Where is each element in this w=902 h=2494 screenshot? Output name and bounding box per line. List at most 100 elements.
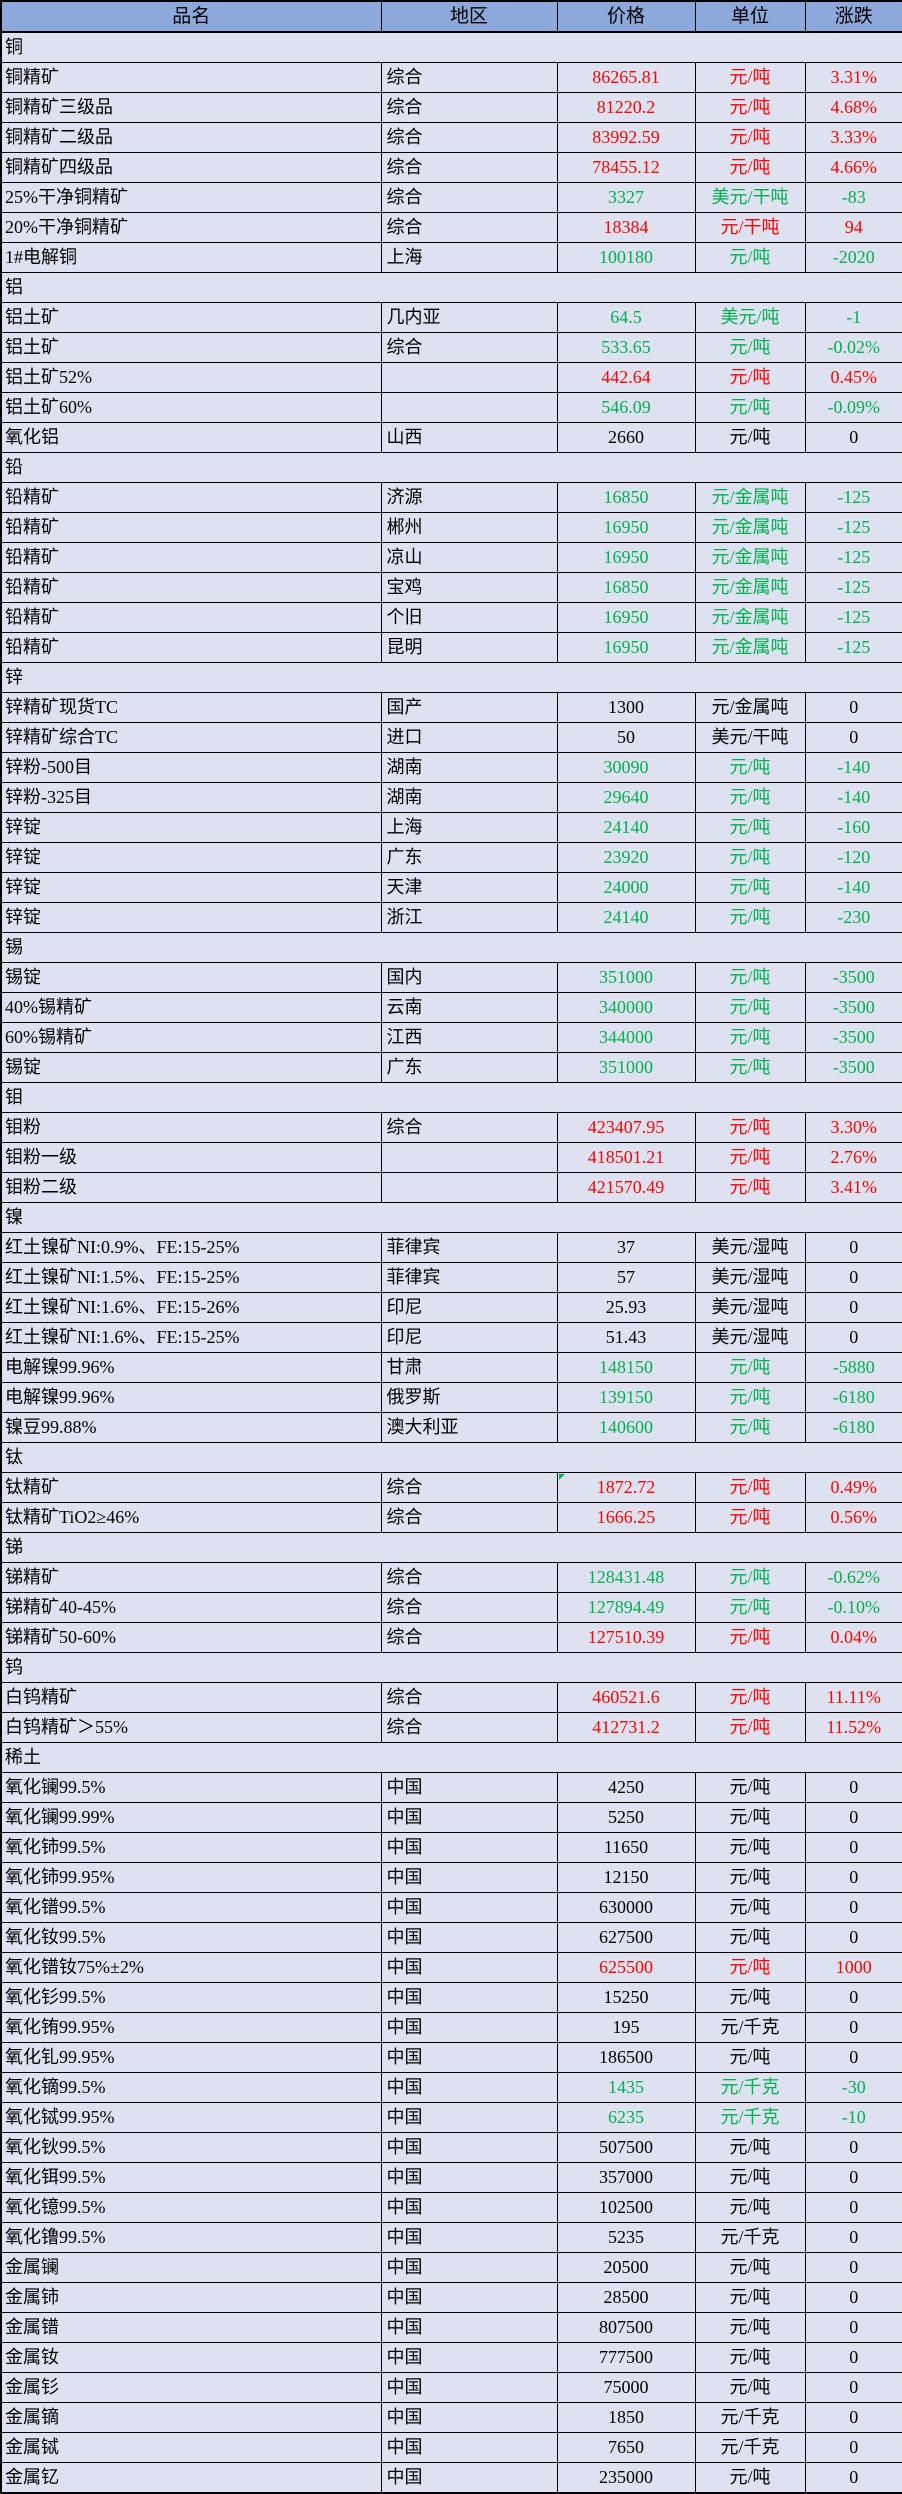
cell-change[interactable]: 4.66% bbox=[804, 152, 902, 183]
cell-price[interactable]: 235000 bbox=[556, 2462, 696, 2494]
cell-price[interactable]: 16950 bbox=[556, 632, 696, 663]
cell-change[interactable]: -0.02% bbox=[804, 332, 902, 363]
cell-unit[interactable]: 元/吨 bbox=[694, 902, 806, 933]
cell-region[interactable]: 中国 bbox=[380, 1802, 558, 1833]
cell-change[interactable]: 3.41% bbox=[804, 1172, 902, 1203]
cell-price[interactable]: 100180 bbox=[556, 242, 696, 273]
cell-change[interactable]: -1 bbox=[804, 302, 902, 333]
cell-region[interactable]: 天津 bbox=[380, 872, 558, 903]
cell-region[interactable]: 国内 bbox=[380, 962, 558, 993]
cell-region[interactable]: 综合 bbox=[380, 122, 558, 153]
cell-change[interactable]: 2.76% bbox=[804, 1142, 902, 1173]
cell-price[interactable]: 1666.25 bbox=[556, 1502, 696, 1533]
cell-price[interactable]: 344000 bbox=[556, 1022, 696, 1053]
cell-unit[interactable]: 元/吨 bbox=[694, 1622, 806, 1653]
cell-change[interactable]: -140 bbox=[804, 782, 902, 813]
cell-unit[interactable]: 元/吨 bbox=[694, 92, 806, 123]
cell-unit[interactable]: 元/千克 bbox=[694, 2102, 806, 2133]
cell-change[interactable]: 0 bbox=[804, 1832, 902, 1863]
cell-name[interactable]: 氧化铝 bbox=[0, 422, 382, 453]
cell-change[interactable]: 4.68% bbox=[804, 92, 902, 123]
cell-change[interactable]: -160 bbox=[804, 812, 902, 843]
cell-change[interactable]: -125 bbox=[804, 572, 902, 603]
cell-unit[interactable]: 元/吨 bbox=[694, 242, 806, 273]
cell-region[interactable] bbox=[380, 1142, 558, 1173]
cell-region[interactable]: 湖南 bbox=[380, 782, 558, 813]
section-label[interactable]: 钛 bbox=[0, 1442, 902, 1473]
cell-name[interactable]: 氧化镧99.99% bbox=[0, 1802, 382, 1833]
cell-name[interactable]: 铝土矿 bbox=[0, 302, 382, 333]
cell-region[interactable]: 广东 bbox=[380, 842, 558, 873]
cell-change[interactable]: -6180 bbox=[804, 1412, 902, 1443]
cell-name[interactable]: 氧化镧99.5% bbox=[0, 1772, 382, 1803]
col-header-unit[interactable]: 单位 bbox=[694, 0, 806, 33]
cell-region[interactable]: 上海 bbox=[380, 812, 558, 843]
cell-unit[interactable]: 元/吨 bbox=[694, 1922, 806, 1953]
cell-unit[interactable]: 元/吨 bbox=[694, 752, 806, 783]
cell-region[interactable]: 济源 bbox=[380, 482, 558, 513]
cell-change[interactable]: 11.11% bbox=[804, 1682, 902, 1713]
cell-price[interactable]: 11650 bbox=[556, 1832, 696, 1863]
cell-name[interactable]: 金属镨 bbox=[0, 2312, 382, 2343]
cell-price[interactable]: 412731.2 bbox=[556, 1712, 696, 1743]
cell-name[interactable]: 锌粉-500目 bbox=[0, 752, 382, 783]
cell-unit[interactable]: 元/吨 bbox=[694, 1772, 806, 1803]
cell-unit[interactable]: 元/吨 bbox=[694, 1502, 806, 1533]
cell-price[interactable]: 630000 bbox=[556, 1892, 696, 1923]
cell-change[interactable]: -3500 bbox=[804, 992, 902, 1023]
cell-unit[interactable]: 元/吨 bbox=[694, 782, 806, 813]
cell-unit[interactable]: 美元/干吨 bbox=[694, 182, 806, 213]
col-header-region[interactable]: 地区 bbox=[380, 0, 558, 33]
cell-region[interactable]: 综合 bbox=[380, 182, 558, 213]
cell-region[interactable]: 几内亚 bbox=[380, 302, 558, 333]
cell-price[interactable]: 1300 bbox=[556, 692, 696, 723]
cell-change[interactable]: -140 bbox=[804, 872, 902, 903]
cell-name[interactable]: 锑精矿 bbox=[0, 1562, 382, 1593]
cell-name[interactable]: 铅精矿 bbox=[0, 482, 382, 513]
cell-name[interactable]: 氧化镨钕75%±2% bbox=[0, 1952, 382, 1983]
cell-name[interactable]: 氧化镱99.5% bbox=[0, 2192, 382, 2223]
cell-price[interactable]: 30090 bbox=[556, 752, 696, 783]
cell-name[interactable]: 氧化铒99.5% bbox=[0, 2162, 382, 2193]
cell-change[interactable]: 0 bbox=[804, 1802, 902, 1833]
cell-unit[interactable]: 元/吨 bbox=[694, 1052, 806, 1083]
cell-change[interactable]: -125 bbox=[804, 512, 902, 543]
cell-name[interactable]: 镍豆99.88% bbox=[0, 1412, 382, 1443]
cell-unit[interactable]: 元/吨 bbox=[694, 2312, 806, 2343]
cell-change[interactable]: 3.31% bbox=[804, 62, 902, 93]
cell-change[interactable]: 0 bbox=[804, 1322, 902, 1353]
cell-unit[interactable]: 元/吨 bbox=[694, 2042, 806, 2073]
cell-unit[interactable]: 元/吨 bbox=[694, 1592, 806, 1623]
cell-unit[interactable]: 元/吨 bbox=[694, 1892, 806, 1923]
cell-price[interactable]: 75000 bbox=[556, 2372, 696, 2403]
cell-change[interactable]: -125 bbox=[804, 602, 902, 633]
cell-region[interactable]: 中国 bbox=[380, 2252, 558, 2283]
cell-change[interactable]: 0.49% bbox=[804, 1472, 902, 1503]
cell-name[interactable]: 白钨精矿 bbox=[0, 1682, 382, 1713]
cell-price[interactable]: 5250 bbox=[556, 1802, 696, 1833]
cell-name[interactable]: 锌精矿现货TC bbox=[0, 692, 382, 723]
cell-unit[interactable]: 元/吨 bbox=[694, 842, 806, 873]
cell-region[interactable]: 中国 bbox=[380, 2042, 558, 2073]
cell-price[interactable]: 627500 bbox=[556, 1922, 696, 1953]
cell-region[interactable]: 菲律宾 bbox=[380, 1232, 558, 1263]
cell-name[interactable]: 25%干净铜精矿 bbox=[0, 182, 382, 213]
cell-change[interactable]: 1000 bbox=[804, 1952, 902, 1983]
cell-region[interactable]: 中国 bbox=[380, 1982, 558, 2013]
cell-region[interactable]: 中国 bbox=[380, 2192, 558, 2223]
cell-region[interactable]: 中国 bbox=[380, 2282, 558, 2313]
cell-name[interactable]: 锑精矿50-60% bbox=[0, 1622, 382, 1653]
cell-unit[interactable]: 元/吨 bbox=[694, 1802, 806, 1833]
cell-unit[interactable]: 元/千克 bbox=[694, 2432, 806, 2463]
cell-name[interactable]: 钼粉一级 bbox=[0, 1142, 382, 1173]
cell-region[interactable]: 中国 bbox=[380, 1892, 558, 1923]
cell-change[interactable]: -125 bbox=[804, 482, 902, 513]
section-label[interactable]: 铜 bbox=[0, 31, 902, 63]
cell-unit[interactable]: 元/吨 bbox=[694, 62, 806, 93]
cell-name[interactable]: 氧化铈99.5% bbox=[0, 1832, 382, 1863]
cell-unit[interactable]: 元/吨 bbox=[694, 1982, 806, 2013]
cell-change[interactable]: 0 bbox=[804, 422, 902, 453]
cell-name[interactable]: 锌精矿综合TC bbox=[0, 722, 382, 753]
cell-change[interactable]: 0 bbox=[804, 1862, 902, 1893]
cell-name[interactable]: 钛精矿TiO2≥46% bbox=[0, 1502, 382, 1533]
